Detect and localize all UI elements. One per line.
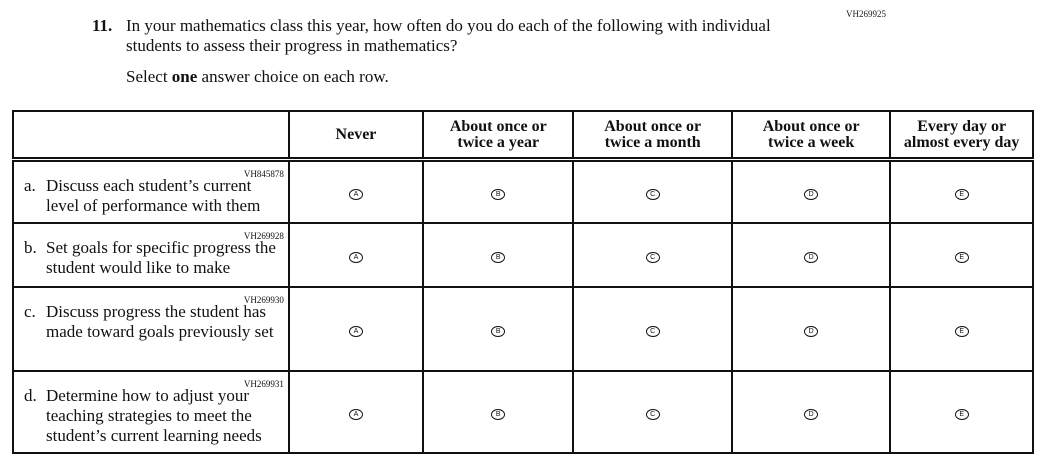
instruction-text: answer choice on each row.: [197, 67, 389, 86]
answer-cell: B: [422, 285, 575, 372]
table-row: VH269930 c. Discuss progress the student h…: [12, 285, 1034, 372]
row-text: Discuss progress the student has made to…: [46, 301, 274, 341]
answer-cell: A: [287, 158, 425, 224]
answer-bubble-a[interactable]: A: [348, 325, 363, 337]
answer-cell: C: [572, 158, 733, 224]
answer-cell: B: [422, 369, 575, 454]
answer-cell: E: [889, 158, 1034, 224]
answer-cell: E: [889, 285, 1034, 372]
row-label: VH269928 b. Set goals for specific progres…: [12, 221, 290, 288]
answer-cell: B: [422, 221, 575, 288]
answer-cell: C: [572, 369, 733, 454]
answer-bubble-a[interactable]: A: [348, 408, 363, 420]
answer-cell: C: [572, 285, 733, 372]
answer-bubble-c[interactable]: C: [645, 408, 660, 420]
answer-bubble-d[interactable]: D: [804, 188, 819, 200]
answer-bubble-d[interactable]: D: [804, 325, 819, 337]
answer-cell: C: [572, 221, 733, 288]
answer-cell: D: [730, 285, 892, 372]
row-code: VH269931: [243, 378, 284, 389]
row-label: VH845878 a. Discuss each student’s current…: [12, 158, 290, 224]
row-text: Discuss each student’s current level of …: [46, 176, 261, 215]
answer-bubble-b[interactable]: B: [491, 325, 506, 337]
answer-bubble-b[interactable]: B: [491, 188, 506, 200]
answer-bubble-c[interactable]: C: [645, 251, 660, 263]
answer-cell: A: [287, 369, 425, 454]
table-row: VH845878 a. Discuss each student’s current…: [12, 158, 1034, 224]
row-letter: b.: [24, 237, 37, 257]
answer-cell: B: [422, 158, 575, 224]
answer-cell: A: [287, 285, 425, 372]
question-text: In your mathematics class this year, how…: [126, 16, 771, 55]
row-label: VH269931 d. Determine how to adjust your t…: [12, 369, 290, 454]
answer-bubble-e[interactable]: E: [954, 251, 969, 263]
answer-bubble-a[interactable]: A: [348, 188, 363, 200]
response-grid: Never About once or twice a year About o…: [12, 110, 1034, 454]
question-number: 11.: [92, 16, 113, 35]
answer-bubble-e[interactable]: E: [954, 188, 969, 200]
row-text: Determine how to adjust your teaching st…: [46, 385, 262, 445]
instruction: Select one answer choice on each row.: [126, 67, 389, 87]
row-label: VH269930 c. Discuss progress the student h…: [12, 285, 290, 372]
row-code: VH845878: [243, 169, 284, 179]
row-letter: d.: [24, 385, 37, 405]
column-header: About once or twice a year: [422, 110, 575, 162]
answer-bubble-a[interactable]: A: [348, 251, 363, 263]
answer-bubble-c[interactable]: C: [645, 188, 660, 200]
answer-cell: D: [730, 369, 892, 454]
answer-cell: E: [889, 369, 1034, 454]
instruction-emphasis: one: [171, 67, 198, 86]
table-row: VH269931 d. Determine how to adjust your t…: [12, 369, 1034, 454]
header-blank: [12, 110, 290, 162]
answer-cell: D: [730, 221, 892, 288]
answer-bubble-e[interactable]: E: [954, 325, 969, 337]
table-row: VH269928 b. Set goals for specific progres…: [12, 221, 1034, 288]
column-header: Never: [287, 110, 425, 162]
row-text: Set goals for specific progress the stud…: [46, 237, 276, 277]
row-code: VH269928: [243, 230, 284, 241]
row-code: VH269930: [243, 294, 284, 305]
column-header: About once or twice a month: [572, 110, 733, 162]
answer-cell: E: [889, 221, 1034, 288]
column-header: About once or twice a week: [730, 110, 892, 162]
header-row: Never About once or twice a year About o…: [12, 110, 1034, 162]
item-code: VH269925: [846, 9, 886, 19]
answer-cell: A: [287, 221, 425, 288]
answer-bubble-b[interactable]: B: [491, 251, 506, 263]
answer-bubble-d[interactable]: D: [804, 251, 819, 263]
answer-cell: D: [730, 158, 892, 224]
row-letter: c.: [24, 301, 36, 321]
answer-bubble-e[interactable]: E: [954, 408, 969, 420]
instruction-text: Select: [126, 67, 172, 86]
answer-bubble-c[interactable]: C: [645, 325, 660, 337]
column-header: Every day or almost every day: [889, 110, 1034, 162]
answer-bubble-b[interactable]: B: [491, 408, 506, 420]
answer-bubble-d[interactable]: D: [804, 408, 819, 420]
row-letter: a.: [24, 176, 36, 195]
